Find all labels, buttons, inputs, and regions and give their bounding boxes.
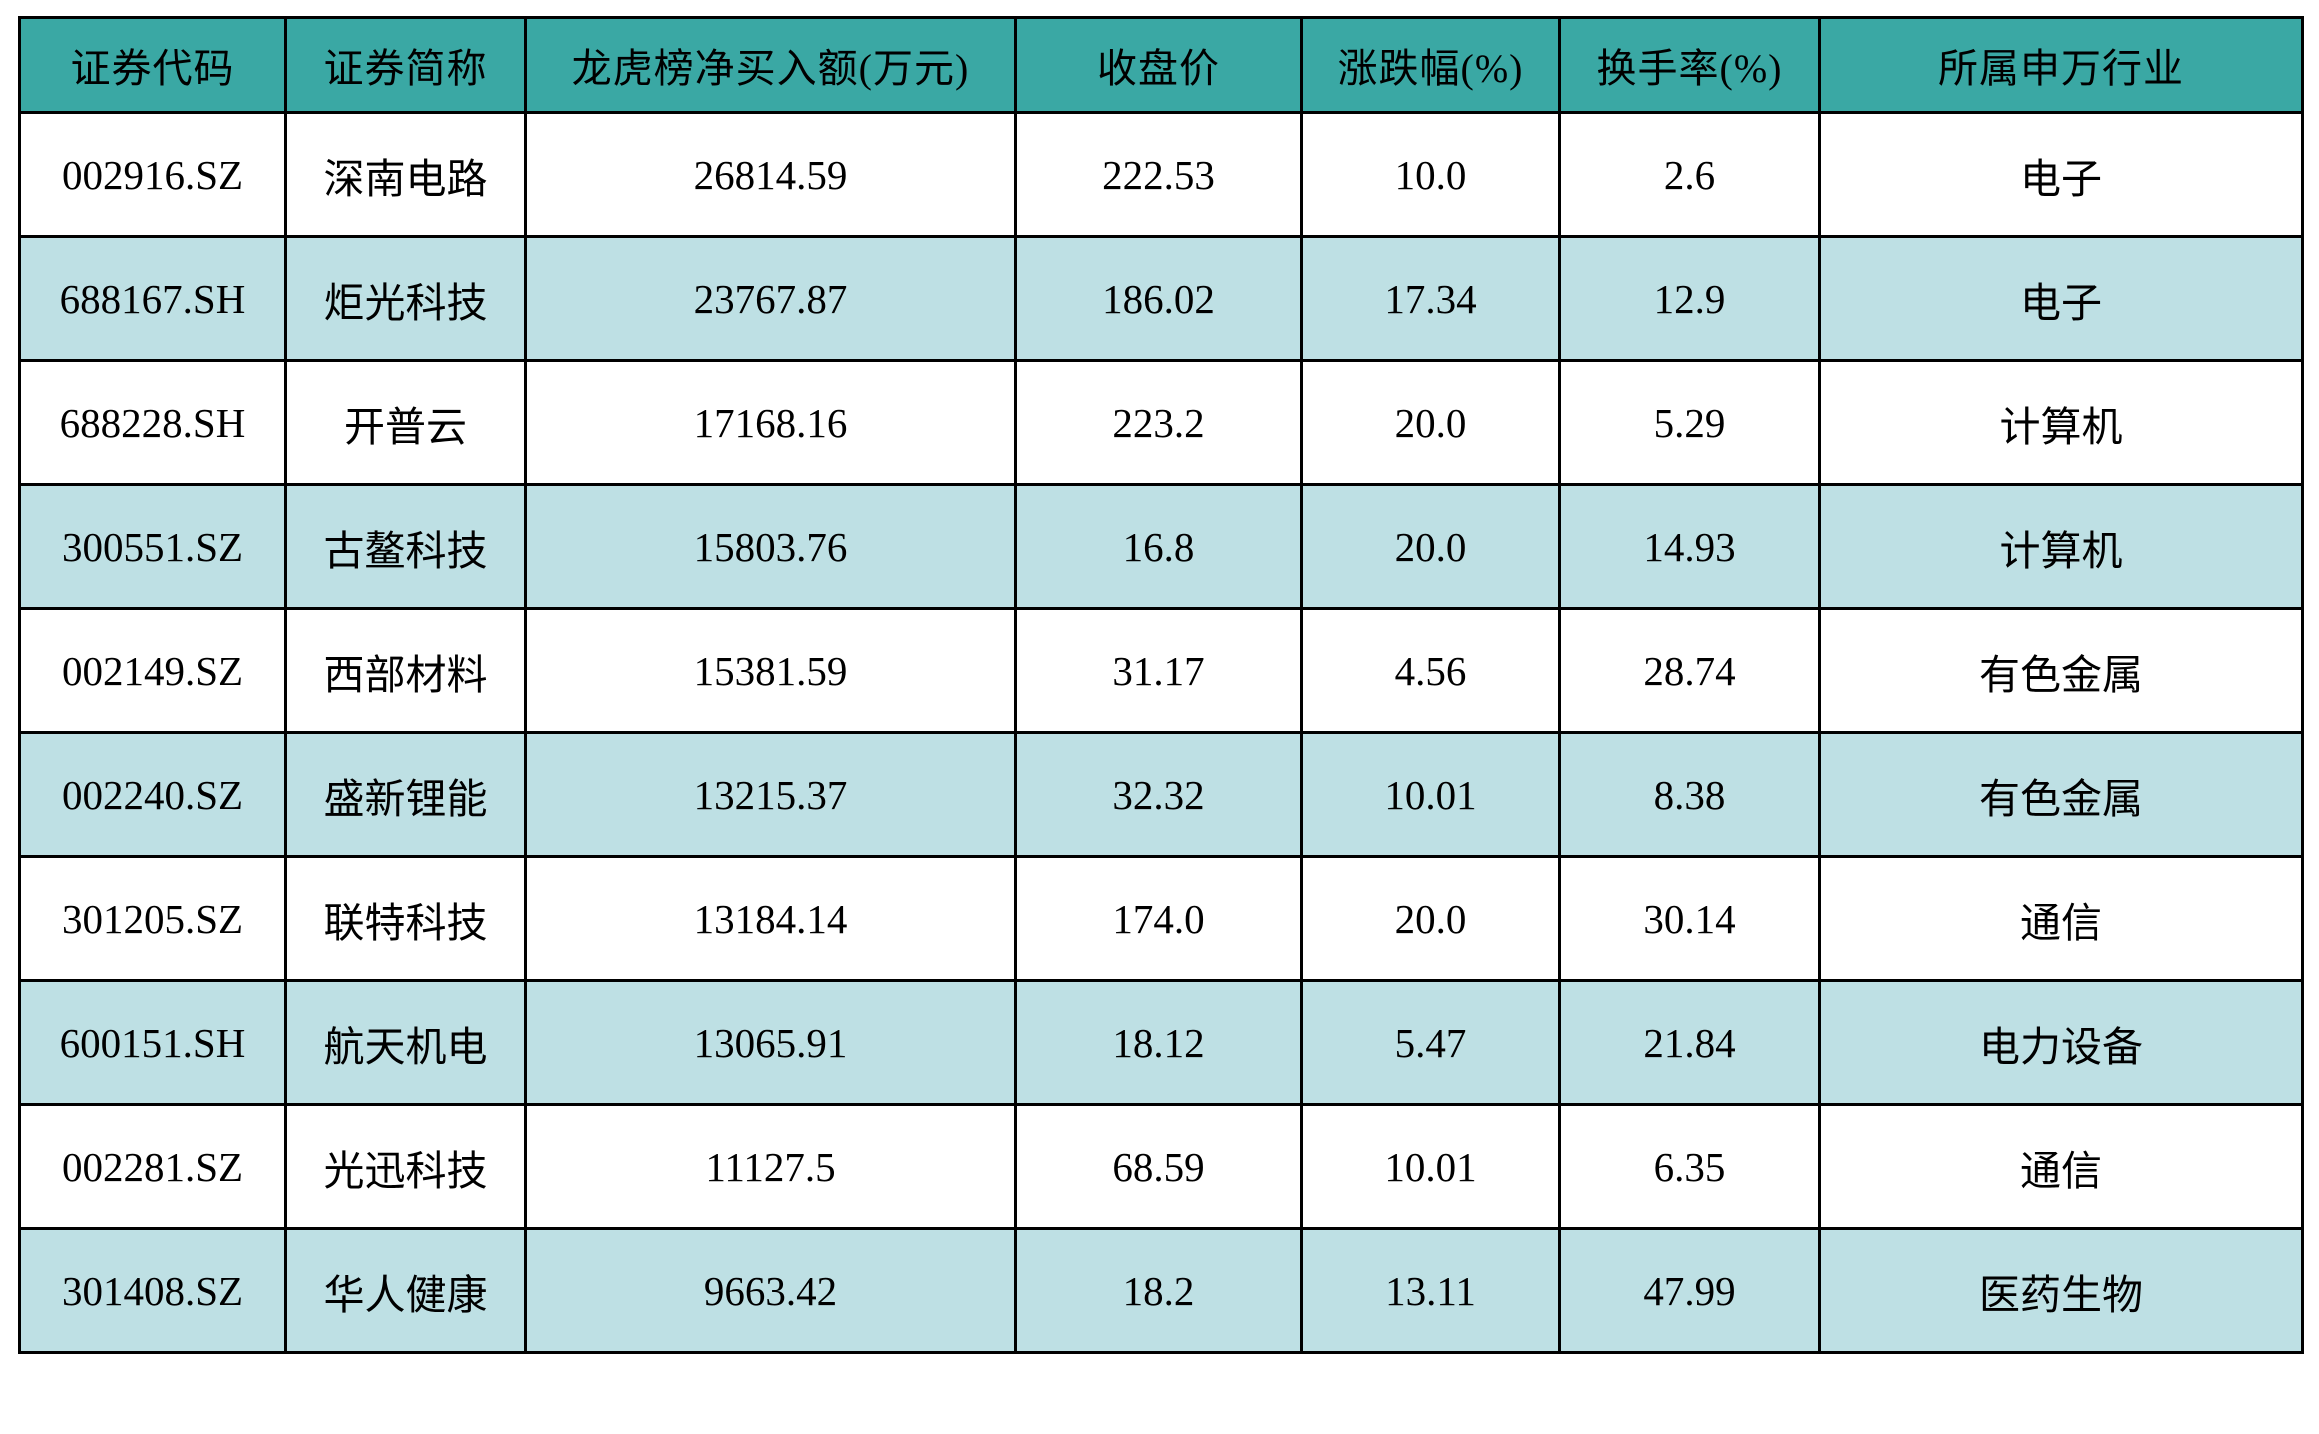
table-row: 300551.SZ 古鳌科技 15803.76 16.8 20.0 14.93 … [18, 483, 2304, 610]
cell-change-percent: 17.34 [1300, 235, 1561, 362]
table-row: 301408.SZ 华人健康 9663.42 18.2 13.11 47.99 … [18, 1227, 2304, 1354]
cell-security-name: 联特科技 [284, 855, 527, 982]
cell-change-percent: 10.01 [1300, 1103, 1561, 1230]
cell-close-price: 18.12 [1014, 979, 1303, 1106]
table-row: 688228.SH 开普云 17168.16 223.2 20.0 5.29 计… [18, 359, 2304, 486]
cell-industry: 通信 [1818, 1103, 2304, 1230]
cell-security-code: 002240.SZ [18, 731, 287, 858]
cell-net-buy-amount: 23767.87 [524, 235, 1017, 362]
cell-turnover-rate: 5.29 [1558, 359, 1821, 486]
cell-turnover-rate: 28.74 [1558, 607, 1821, 734]
cell-industry: 医药生物 [1818, 1227, 2304, 1354]
cell-security-name: 西部材料 [284, 607, 527, 734]
cell-change-percent: 5.47 [1300, 979, 1561, 1106]
cell-security-code: 300551.SZ [18, 483, 287, 610]
cell-net-buy-amount: 17168.16 [524, 359, 1017, 486]
table-row: 600151.SH 航天机电 13065.91 18.12 5.47 21.84… [18, 979, 2304, 1106]
cell-close-price: 223.2 [1014, 359, 1303, 486]
cell-close-price: 222.53 [1014, 111, 1303, 238]
column-header-security-name: 证券简称 [284, 16, 527, 114]
cell-close-price: 31.17 [1014, 607, 1303, 734]
column-header-change-percent: 涨跌幅(%) [1300, 16, 1561, 114]
table-row: 301205.SZ 联特科技 13184.14 174.0 20.0 30.14… [18, 855, 2304, 982]
column-header-close-price: 收盘价 [1014, 16, 1303, 114]
cell-net-buy-amount: 13215.37 [524, 731, 1017, 858]
table-row: 002240.SZ 盛新锂能 13215.37 32.32 10.01 8.38… [18, 731, 2304, 858]
cell-net-buy-amount: 15381.59 [524, 607, 1017, 734]
cell-turnover-rate: 14.93 [1558, 483, 1821, 610]
cell-change-percent: 20.0 [1300, 483, 1561, 610]
cell-security-name: 开普云 [284, 359, 527, 486]
cell-industry: 计算机 [1818, 483, 2304, 610]
cell-close-price: 16.8 [1014, 483, 1303, 610]
cell-net-buy-amount: 11127.5 [524, 1103, 1017, 1230]
table-row: 002149.SZ 西部材料 15381.59 31.17 4.56 28.74… [18, 607, 2304, 734]
cell-change-percent: 4.56 [1300, 607, 1561, 734]
cell-close-price: 186.02 [1014, 235, 1303, 362]
cell-industry: 电子 [1818, 111, 2304, 238]
cell-security-name: 炬光科技 [284, 235, 527, 362]
longhubang-net-buy-table: 证券代码 证券简称 龙虎榜净买入额(万元) 收盘价 涨跌幅(%) 换手率(%) … [18, 16, 2304, 1354]
cell-turnover-rate: 47.99 [1558, 1227, 1821, 1354]
cell-security-name: 深南电路 [284, 111, 527, 238]
cell-close-price: 18.2 [1014, 1227, 1303, 1354]
cell-security-name: 盛新锂能 [284, 731, 527, 858]
table-body: 002916.SZ 深南电路 26814.59 222.53 10.0 2.6 … [18, 111, 2304, 1354]
cell-security-name: 航天机电 [284, 979, 527, 1106]
cell-security-code: 600151.SH [18, 979, 287, 1106]
cell-security-code: 002149.SZ [18, 607, 287, 734]
cell-industry: 通信 [1818, 855, 2304, 982]
table-header: 证券代码 证券简称 龙虎榜净买入额(万元) 收盘价 涨跌幅(%) 换手率(%) … [18, 16, 2304, 114]
cell-turnover-rate: 21.84 [1558, 979, 1821, 1106]
cell-security-code: 301205.SZ [18, 855, 287, 982]
cell-security-code: 301408.SZ [18, 1227, 287, 1354]
table-row: 688167.SH 炬光科技 23767.87 186.02 17.34 12.… [18, 235, 2304, 362]
table-row: 002281.SZ 光迅科技 11127.5 68.59 10.01 6.35 … [18, 1103, 2304, 1230]
cell-industry: 有色金属 [1818, 731, 2304, 858]
cell-close-price: 68.59 [1014, 1103, 1303, 1230]
cell-net-buy-amount: 13065.91 [524, 979, 1017, 1106]
column-header-security-code: 证券代码 [18, 16, 287, 114]
cell-net-buy-amount: 13184.14 [524, 855, 1017, 982]
stock-table-container: 证券代码 证券简称 龙虎榜净买入额(万元) 收盘价 涨跌幅(%) 换手率(%) … [18, 16, 2304, 1354]
table-row: 002916.SZ 深南电路 26814.59 222.53 10.0 2.6 … [18, 111, 2304, 238]
cell-close-price: 174.0 [1014, 855, 1303, 982]
cell-change-percent: 20.0 [1300, 855, 1561, 982]
cell-net-buy-amount: 9663.42 [524, 1227, 1017, 1354]
cell-turnover-rate: 6.35 [1558, 1103, 1821, 1230]
cell-security-name: 光迅科技 [284, 1103, 527, 1230]
cell-change-percent: 10.01 [1300, 731, 1561, 858]
cell-net-buy-amount: 26814.59 [524, 111, 1017, 238]
cell-industry: 电子 [1818, 235, 2304, 362]
cell-turnover-rate: 8.38 [1558, 731, 1821, 858]
cell-industry: 有色金属 [1818, 607, 2304, 734]
table-header-row: 证券代码 证券简称 龙虎榜净买入额(万元) 收盘价 涨跌幅(%) 换手率(%) … [18, 16, 2304, 114]
cell-security-code: 002281.SZ [18, 1103, 287, 1230]
cell-change-percent: 20.0 [1300, 359, 1561, 486]
cell-turnover-rate: 2.6 [1558, 111, 1821, 238]
column-header-industry: 所属申万行业 [1818, 16, 2304, 114]
cell-close-price: 32.32 [1014, 731, 1303, 858]
cell-change-percent: 13.11 [1300, 1227, 1561, 1354]
column-header-turnover-rate: 换手率(%) [1558, 16, 1821, 114]
cell-turnover-rate: 12.9 [1558, 235, 1821, 362]
cell-security-code: 002916.SZ [18, 111, 287, 238]
column-header-net-buy-amount: 龙虎榜净买入额(万元) [524, 16, 1017, 114]
cell-turnover-rate: 30.14 [1558, 855, 1821, 982]
cell-net-buy-amount: 15803.76 [524, 483, 1017, 610]
cell-security-code: 688228.SH [18, 359, 287, 486]
cell-security-name: 华人健康 [284, 1227, 527, 1354]
cell-change-percent: 10.0 [1300, 111, 1561, 238]
cell-security-name: 古鳌科技 [284, 483, 527, 610]
cell-security-code: 688167.SH [18, 235, 287, 362]
cell-industry: 计算机 [1818, 359, 2304, 486]
cell-industry: 电力设备 [1818, 979, 2304, 1106]
